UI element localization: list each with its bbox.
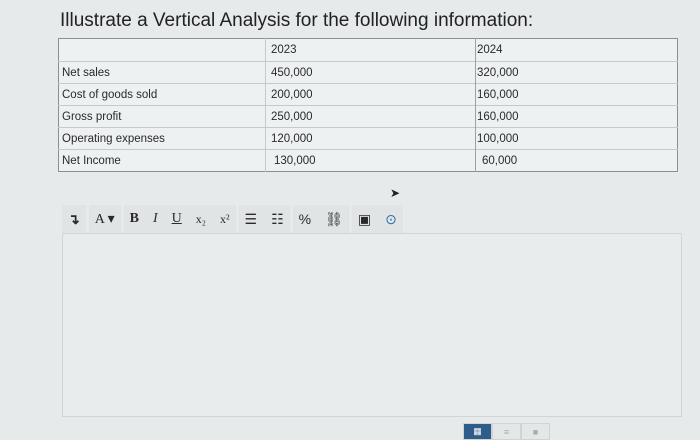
- table-row: Cost of goods sold 200,000 160,000: [58, 83, 678, 106]
- data-table: 2023 2024 Net sales 450,000 320,000 Cost o…: [58, 38, 678, 172]
- header-cell: [59, 39, 266, 62]
- bold-button[interactable]: B: [129, 211, 139, 226]
- value-2024: 60,000: [475, 149, 678, 172]
- value-2023: 450,000: [265, 61, 476, 84]
- grid-icon: ▦: [473, 426, 482, 436]
- font-color-button[interactable]: A ▾: [94, 211, 115, 227]
- subscript-button[interactable]: x₂: [195, 211, 206, 226]
- table-row: Net Income 130,000 60,000: [58, 149, 678, 172]
- editor-toolbar: ↴ A ▾ B I U x₂ x² ☰ ☷ % ⛓ ▣ ⊙: [62, 205, 403, 233]
- row-label: Net sales: [58, 61, 266, 84]
- value-2023: 120,000: [265, 127, 476, 150]
- link-icon[interactable]: %: [298, 211, 312, 227]
- question-title: Illustrate a Vertical Analysis for the f…: [60, 10, 534, 31]
- header-cell: 2023: [265, 38, 476, 62]
- bullet-list-icon[interactable]: ☰: [244, 210, 258, 227]
- value-2024: 100,000: [475, 127, 678, 150]
- folder-view-tab[interactable]: ■: [521, 423, 550, 440]
- row-label: Cost of goods sold: [58, 83, 266, 106]
- toolbar-group-font: A ▾: [88, 205, 121, 233]
- value-2024: 320,000: [475, 61, 678, 84]
- row-label: Net Income: [58, 149, 266, 172]
- superscript-button[interactable]: x²: [219, 211, 230, 226]
- row-label: Operating expenses: [58, 127, 266, 150]
- table-row: Operating expenses 120,000 100,000: [58, 127, 678, 150]
- toolbar-group-lists: ☰ ☷: [238, 205, 290, 233]
- value-2023: 130,000: [265, 149, 476, 172]
- value-2024: 160,000: [475, 83, 678, 106]
- toolbar-group-format: B I U x₂ x²: [123, 205, 236, 233]
- underline-button[interactable]: U: [171, 211, 182, 226]
- table-row: Net sales 450,000 320,000: [58, 61, 678, 84]
- toolbar-group-media: ▣ ⊙: [351, 205, 403, 233]
- header-cell: 2024: [475, 38, 678, 62]
- mouse-cursor-icon: ➤: [390, 186, 401, 200]
- unlink-icon[interactable]: ⛓: [325, 210, 343, 227]
- value-2023: 200,000: [265, 83, 476, 106]
- answer-editor[interactable]: [62, 233, 682, 417]
- embed-icon[interactable]: ⊙: [385, 210, 397, 227]
- toolbar-group-links: % ⛓: [292, 205, 349, 233]
- bottom-view-tabs: ▦ ≡ ■: [463, 423, 550, 440]
- paragraph-format-button[interactable]: ↴: [68, 210, 80, 227]
- grid-view-tab[interactable]: ▦: [463, 423, 492, 440]
- list-view-tab[interactable]: ≡: [492, 423, 521, 440]
- toolbar-group-paragraph: ↴: [62, 205, 86, 233]
- image-icon[interactable]: ▣: [357, 210, 372, 227]
- row-label: Gross profit: [58, 105, 266, 128]
- folder-icon: ■: [532, 426, 539, 437]
- value-2023: 250,000: [265, 105, 476, 128]
- table-row: Gross profit 250,000 160,000: [58, 105, 678, 128]
- list-icon: ≡: [503, 426, 510, 437]
- table-header-row: 2023 2024: [59, 38, 678, 62]
- numbered-list-icon[interactable]: ☷: [271, 210, 284, 227]
- value-2024: 160,000: [475, 105, 678, 128]
- italic-button[interactable]: I: [152, 211, 158, 226]
